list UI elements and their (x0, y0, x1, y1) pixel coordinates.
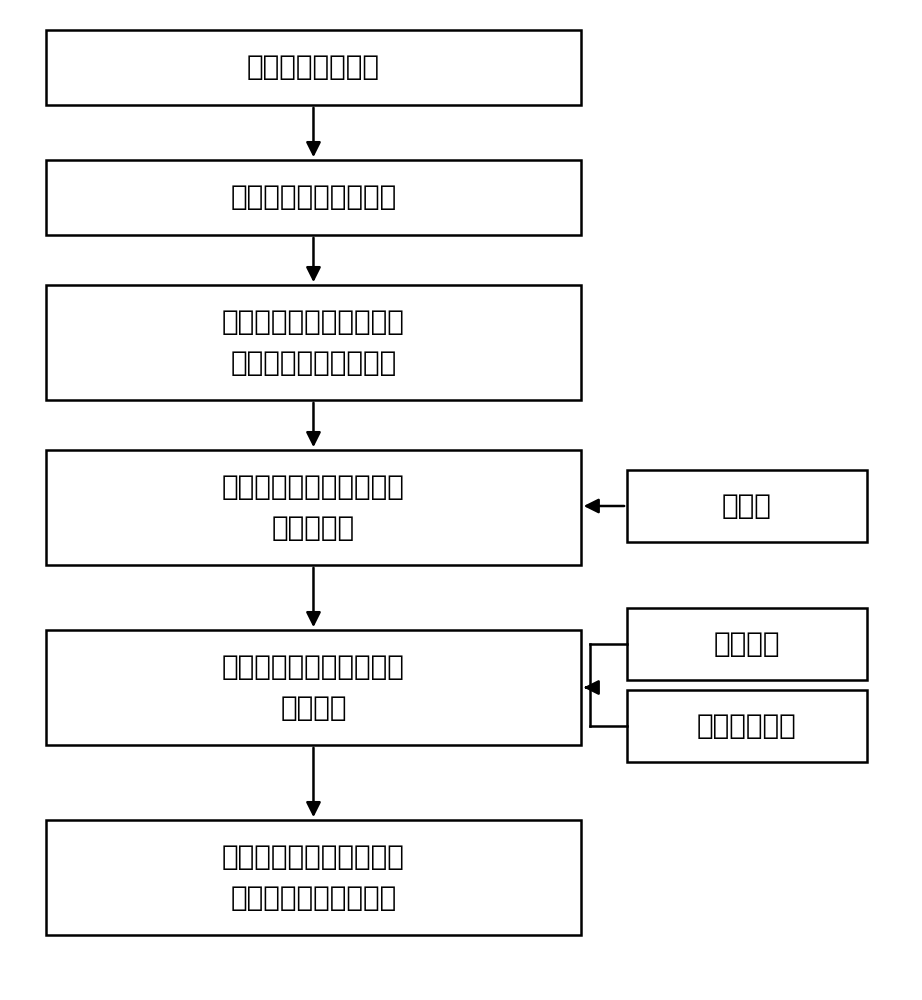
Text: 相轨迹图: 相轨迹图 (714, 630, 780, 658)
FancyBboxPatch shape (46, 630, 581, 745)
FancyBboxPatch shape (627, 608, 867, 680)
Text: 判断多变量耦合作用下系
统稳定性: 判断多变量耦合作用下系 统稳定性 (222, 653, 405, 722)
Text: 计算传动轴的弯曲变形: 计算传动轴的弯曲变形 (230, 184, 396, 212)
FancyBboxPatch shape (627, 690, 867, 762)
FancyBboxPatch shape (627, 470, 867, 542)
Text: 庞加莱映射图: 庞加莱映射图 (697, 712, 797, 740)
FancyBboxPatch shape (46, 450, 581, 565)
Text: 分岔图: 分岔图 (722, 492, 772, 520)
FancyBboxPatch shape (46, 160, 581, 235)
Text: 提取单变量时系统稳定运
动参数区间: 提取单变量时系统稳定运 动参数区间 (222, 473, 405, 542)
FancyBboxPatch shape (46, 285, 581, 400)
FancyBboxPatch shape (46, 820, 581, 935)
Text: 建立重载与偏载齿轮传动
系统非线性动力学模型: 建立重载与偏载齿轮传动 系统非线性动力学模型 (222, 308, 405, 377)
Text: 得到齿轮传动系统稳定运
动参数区间，优化设计: 得到齿轮传动系统稳定运 动参数区间，优化设计 (222, 843, 405, 912)
Text: 提炼内外激励因素: 提炼内外激励因素 (247, 53, 380, 82)
FancyBboxPatch shape (46, 30, 581, 105)
